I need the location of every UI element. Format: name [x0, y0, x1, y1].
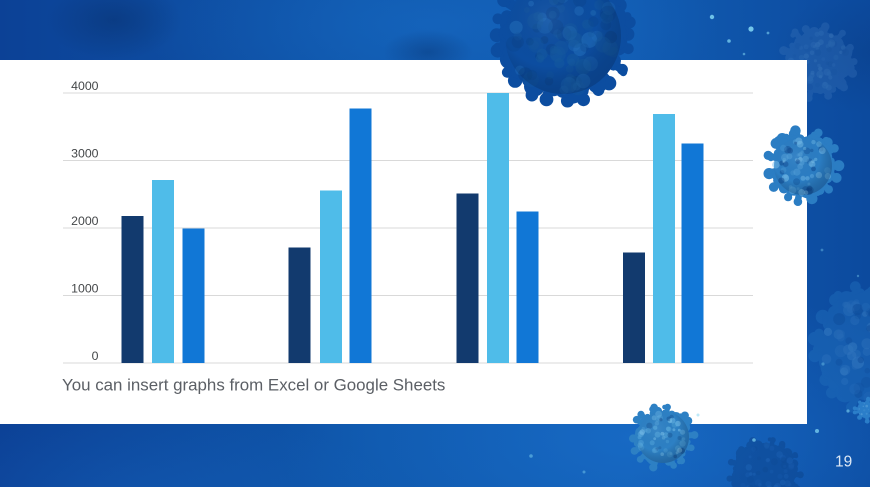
svg-text:4000: 4000: [71, 79, 99, 93]
svg-text:2000: 2000: [71, 214, 99, 228]
svg-text:1000: 1000: [71, 281, 99, 295]
svg-text:3000: 3000: [71, 146, 99, 160]
svg-text:0: 0: [92, 349, 99, 363]
svg-text:19: 19: [835, 453, 852, 470]
svg-text:You can insert graphs from Exc: You can insert graphs from Excel or Goog…: [62, 376, 445, 395]
